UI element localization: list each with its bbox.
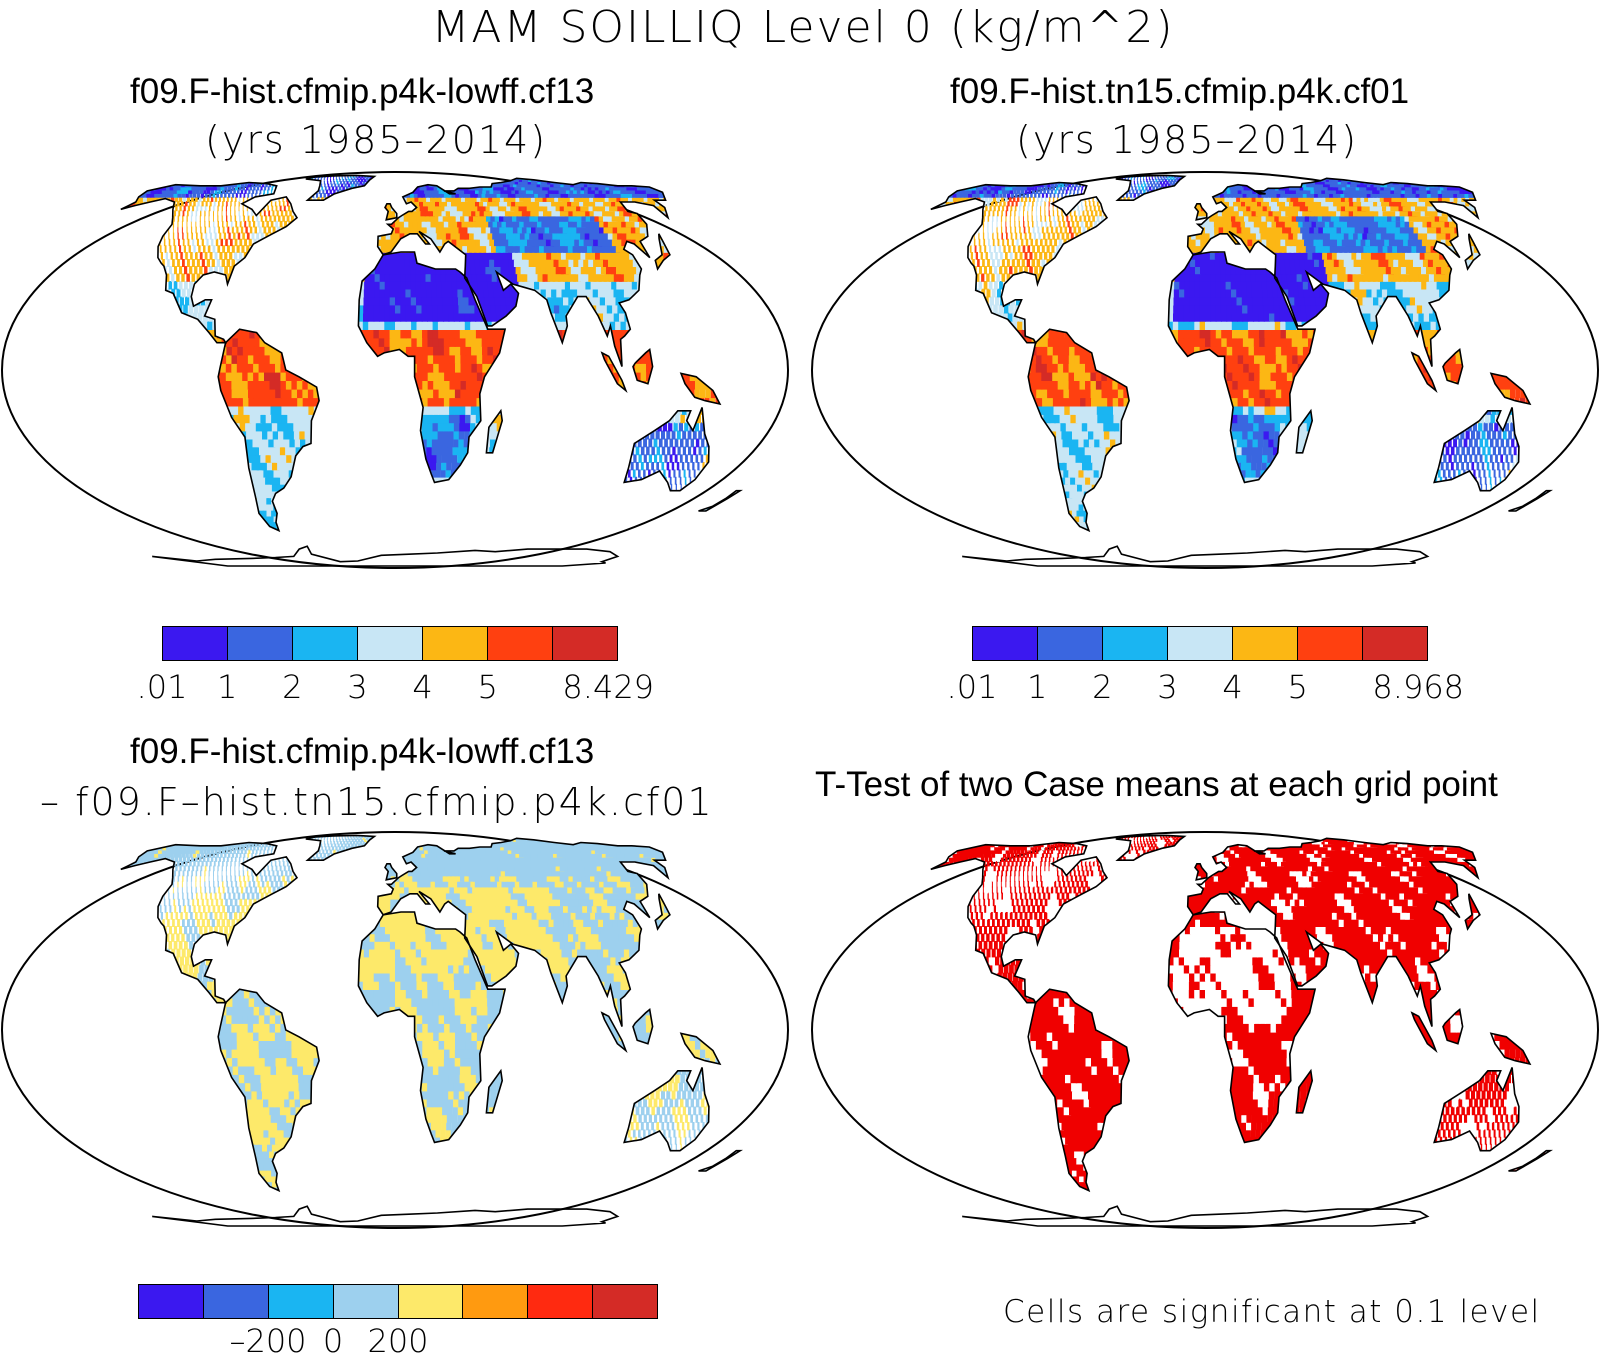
colorbar-swatch xyxy=(293,627,358,660)
colorbar-tick-label: 4 xyxy=(1222,668,1242,706)
colorbar-swatch xyxy=(1038,627,1103,660)
colorbar-swatch xyxy=(1363,627,1427,660)
significance-note: Cells are significant at 0.1 level xyxy=(1003,1294,1541,1330)
colorbar-tick-label: 8.429 xyxy=(562,668,654,706)
colorbar-swatch xyxy=(1168,627,1233,660)
colorbar-tick-label: 2 xyxy=(1092,668,1112,706)
panel-title-bottom-right: T-Test of two Case means at each grid po… xyxy=(815,765,1498,805)
colorbar-tick-label: –200 xyxy=(229,1322,306,1360)
colorbar-tick-label: .01 xyxy=(947,668,998,706)
colorbar-swatch xyxy=(334,1285,399,1318)
panel-title-top-left: f09.F-hist.cfmip.p4k-lowff.cf13 xyxy=(130,72,594,112)
colorbar-tick-label: 1 xyxy=(1027,668,1047,706)
colorbar-swatch xyxy=(163,627,228,660)
colorbar-swatch xyxy=(973,627,1038,660)
panel-subtitle-top-right: (yrs 1985–2014) xyxy=(1016,118,1358,162)
colorbar-swatch xyxy=(204,1285,269,1318)
colorbar-swatch xyxy=(463,1285,528,1318)
panel-title-top-right: f09.F-hist.tn15.cfmip.p4k.cf01 xyxy=(950,72,1409,112)
map-top-left xyxy=(0,170,790,570)
colorbar-swatch xyxy=(528,1285,593,1318)
panel-title-bottom-left: f09.F-hist.cfmip.p4k-lowff.cf13 xyxy=(130,732,594,772)
colorbar-tick-label: 8.968 xyxy=(1372,668,1464,706)
colorbar-tick-label: 200 xyxy=(367,1322,428,1360)
colorbar-tick-label: 1 xyxy=(217,668,237,706)
colorbar-bottom-left xyxy=(138,1284,658,1319)
colorbar-tick-label: 3 xyxy=(347,668,367,706)
colorbar-top-right xyxy=(972,626,1428,661)
colorbar-tick-label: 0 xyxy=(323,1322,343,1360)
colorbar-tick-label: 5 xyxy=(478,668,498,706)
colorbar-swatch xyxy=(358,627,423,660)
colorbar-tick-label: 4 xyxy=(412,668,432,706)
map-bottom-left xyxy=(0,830,790,1230)
coastline-newZealand xyxy=(1509,1151,1551,1171)
colorbar-swatch xyxy=(1233,627,1298,660)
colorbar-swatch xyxy=(423,627,488,660)
colorbar-swatch xyxy=(1298,627,1363,660)
coastline-newZealand xyxy=(699,1151,741,1171)
colorbar-tick-label: 2 xyxy=(282,668,302,706)
panel-subtitle-bottom-left: – f09.F–hist.tn15.cfmip.p4k.cf01 xyxy=(40,780,714,824)
coastline-newZealand xyxy=(699,491,741,511)
colorbar-swatch xyxy=(553,627,617,660)
map-bottom-right xyxy=(810,830,1600,1230)
colorbar-swatch xyxy=(269,1285,334,1318)
figure-title: MAM SOILLIQ Level 0 (kg/m^2) xyxy=(0,2,1606,53)
colorbar-swatch xyxy=(399,1285,464,1318)
colorbar-tick-label: 3 xyxy=(1157,668,1177,706)
map-top-right xyxy=(810,170,1600,570)
coastline-newZealand xyxy=(1509,491,1551,511)
colorbar-swatch xyxy=(488,627,553,660)
colorbar-top-left xyxy=(162,626,618,661)
colorbar-swatch xyxy=(228,627,293,660)
colorbar-tick-label: 5 xyxy=(1288,668,1308,706)
colorbar-swatch xyxy=(1103,627,1168,660)
panel-subtitle-top-left: (yrs 1985–2014) xyxy=(205,118,547,162)
colorbar-swatch xyxy=(139,1285,204,1318)
colorbar-swatch xyxy=(593,1285,657,1318)
colorbar-tick-label: .01 xyxy=(137,668,188,706)
